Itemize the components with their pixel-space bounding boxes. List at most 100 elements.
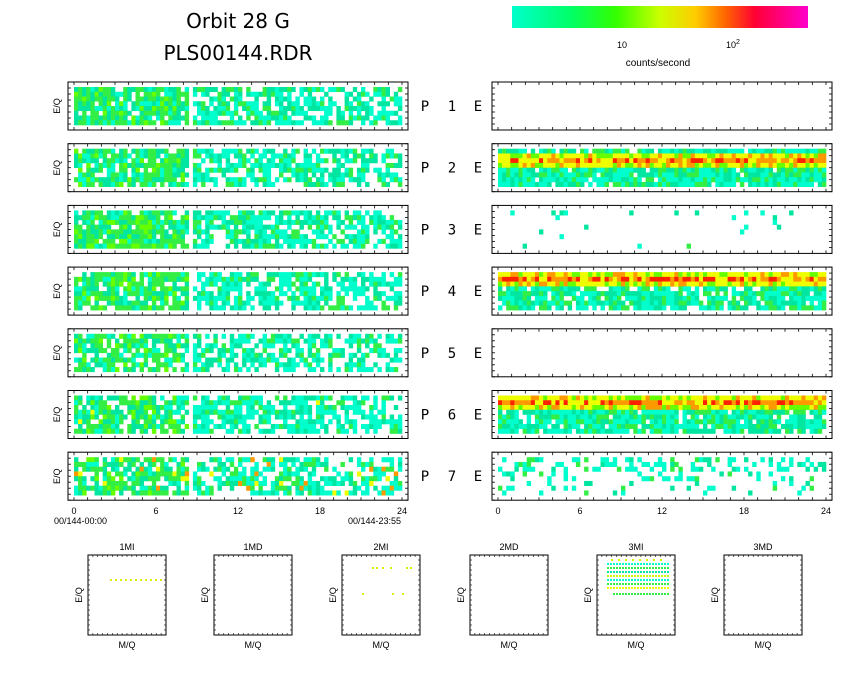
heatmap-cell: [600, 428, 605, 434]
heatmap-cell: [143, 272, 149, 278]
heatmap-cell: [711, 300, 716, 306]
heatmap-cell: [670, 300, 675, 306]
heatmap-cell: [147, 352, 153, 358]
heatmap-cell: [637, 400, 642, 406]
heatmap-cell: [311, 295, 317, 301]
heatmap-cell: [201, 181, 206, 187]
heatmap-cell: [283, 153, 288, 159]
heatmap-cell: [748, 428, 753, 434]
heatmap-cell: [102, 101, 108, 107]
heatmap-cell: [608, 148, 614, 154]
heatmap-cell: [283, 238, 288, 244]
heatmap-cell: [543, 162, 548, 168]
heatmap-cell: [731, 167, 737, 173]
heatmap-cell: [530, 395, 536, 401]
heatmap-cell: [233, 338, 239, 344]
heatmap-cell: [662, 300, 667, 306]
heatmap-cell: [287, 234, 292, 240]
heatmap-cell: [156, 305, 161, 311]
heatmap-cell: [176, 219, 181, 225]
heatmap-cell: [283, 158, 288, 164]
heatmap-cell: [813, 281, 819, 287]
heatmap-cell: [238, 96, 243, 102]
heatmap-cell: [768, 300, 773, 306]
heatmap-cell: [279, 400, 284, 406]
heatmap-cell: [291, 229, 296, 235]
heatmap-cell: [352, 400, 358, 406]
heatmap-cell: [287, 238, 292, 244]
heatmap-cell: [233, 466, 239, 472]
heatmap-cell: [115, 91, 120, 97]
heatmap-cell: [686, 167, 691, 173]
heatmap-cell: [385, 476, 390, 482]
heatmap-cell: [315, 243, 321, 249]
heatmap-cell: [86, 300, 91, 306]
heatmap-cell: [131, 461, 136, 467]
heatmap-cell: [690, 181, 696, 187]
heatmap-cell: [385, 243, 390, 249]
heatmap-cell: [539, 424, 544, 430]
heatmap-cell: [180, 167, 185, 173]
heatmap-cell: [731, 419, 737, 425]
heatmap-cell: [176, 461, 181, 467]
heatmap-cell: [539, 181, 544, 187]
heatmap-cell: [147, 181, 153, 187]
heatmap-cell: [311, 215, 317, 221]
heatmap-cell: [752, 300, 757, 306]
heatmap-cell: [340, 87, 345, 93]
heatmap-cell: [817, 158, 823, 164]
heatmap-cell: [115, 367, 120, 373]
heatmap-cell: [789, 148, 794, 154]
heatmap-cell: [662, 172, 667, 178]
heatmap-cell: [229, 167, 235, 173]
heatmap-cell: [90, 272, 95, 278]
heatmap-cell: [233, 120, 239, 126]
heatmap-cell: [365, 476, 370, 482]
heatmap-cell: [147, 106, 153, 112]
heatmap-cell: [176, 419, 181, 425]
heatmap-cell: [748, 409, 753, 415]
heatmap-cell: [274, 357, 280, 363]
heatmap-cell: [506, 419, 511, 425]
heatmap-cell: [752, 181, 757, 187]
heatmap-cell: [156, 338, 161, 344]
heatmap-cell: [559, 148, 564, 154]
heatmap-cell: [522, 153, 527, 159]
heatmap-cell: [567, 419, 573, 425]
heatmap-cell: [723, 295, 728, 301]
heatmap-cell: [567, 276, 573, 282]
heatmap-cell: [320, 395, 325, 401]
heatmap-cell: [731, 181, 737, 187]
p-panel-3: E/Q P 3 E: [52, 204, 482, 254]
heatmap-cell: [389, 215, 395, 221]
heatmap-cell: [793, 291, 798, 297]
heatmap-cell: [361, 177, 366, 183]
heatmap-cell: [506, 305, 511, 311]
heatmap-cell: [526, 281, 532, 287]
heatmap-cell: [682, 153, 687, 159]
heatmap-cell: [238, 120, 243, 126]
heatmap-cell: [221, 110, 226, 116]
heatmap-cell: [311, 333, 317, 339]
heatmap-cell: [217, 352, 222, 358]
heatmap-cell: [356, 485, 362, 491]
heatmap-cell: [361, 148, 366, 154]
heatmap-cell: [518, 281, 523, 287]
heatmap-cell: [246, 210, 251, 216]
heatmap-cell: [225, 110, 231, 116]
heatmap-cell: [707, 177, 712, 183]
heatmap-cell: [156, 409, 161, 415]
heatmap-cell: [381, 87, 386, 93]
heatmap-cell: [633, 419, 638, 425]
heatmap-cell: [514, 419, 519, 425]
heatmap-cell: [324, 291, 329, 297]
heatmap-cell: [616, 153, 622, 159]
heatmap-cell: [242, 101, 247, 107]
heatmap-cell: [172, 476, 177, 482]
heatmap-cell: [555, 286, 560, 292]
heatmap-cell: [328, 177, 333, 183]
heatmap-cell: [670, 414, 675, 420]
heatmap-cell: [106, 172, 112, 178]
heatmap-cell: [670, 291, 675, 297]
heatmap-cell: [813, 153, 819, 159]
